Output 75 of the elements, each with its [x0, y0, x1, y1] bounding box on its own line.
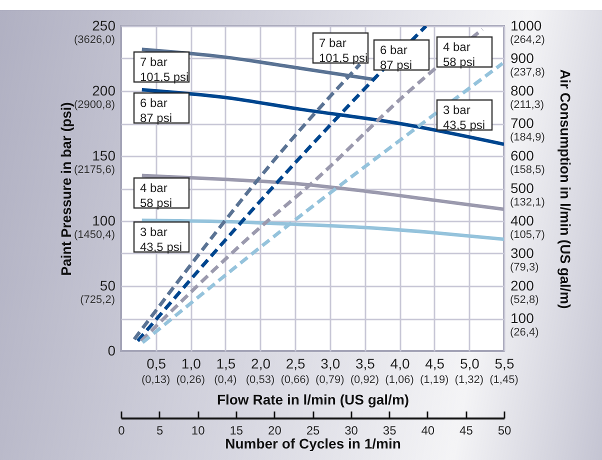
y-tick-label: 100 [92, 212, 116, 228]
x-tick-label: 5,0 [460, 356, 480, 372]
text: (184,9) [510, 132, 545, 144]
y-tick-label: 50 [100, 278, 116, 294]
annotation: 7 bar 101,5 psi [319, 36, 368, 65]
x2-tick-label: 35 [382, 424, 397, 438]
x2-tick-label: 5 [156, 424, 164, 438]
x-tick-label: 3,0 [320, 356, 340, 372]
text: (2175,6) [74, 164, 115, 176]
x2-tick-label: 25 [306, 424, 320, 438]
text: (1,45) [490, 374, 518, 386]
y-tick-label: 150 [92, 148, 116, 164]
text: (3626,0) [74, 34, 115, 46]
x-axis-title: Flow Rate in l/min (US gal/m) [216, 392, 410, 408]
text: (52,8) [510, 294, 539, 306]
x2-tick-label: 10 [191, 424, 206, 438]
annotation: 4 bar 58 psi [140, 181, 172, 210]
text: (0,79) [316, 374, 344, 386]
x-tick-label: 0,5 [146, 356, 166, 372]
y2-tick-label: 100 [510, 310, 534, 326]
annotation: 3 bar 43,5 psi [443, 103, 486, 132]
x-tick-label: 2,0 [251, 356, 271, 372]
text: (1,19) [420, 374, 449, 386]
text: (105,7) [510, 229, 545, 241]
text: (211,3) [510, 99, 544, 111]
x-tick-label: 2,5 [286, 356, 306, 372]
x2-tick-label: 0 [118, 424, 126, 438]
y2-tick-label: 600 [510, 148, 534, 164]
text: (1450,4) [74, 229, 115, 241]
y2-tick-label: 1000 [510, 18, 542, 34]
text: (1,06) [385, 374, 414, 386]
annotation: 7 bar 101,5 psi [140, 55, 189, 84]
text: (158,5) [510, 164, 545, 176]
annotation: 6 bar 87 psi [380, 43, 412, 72]
y2-axis-title: Air Consumption in l/min (US gal/m) [558, 69, 574, 309]
x2-tick-label: 30 [344, 424, 358, 438]
text: (725,2) [80, 294, 115, 306]
y2-tick-label: 500 [510, 180, 534, 196]
text: (132,1) [510, 196, 545, 208]
annotation: 6 bar 87 psi [140, 96, 172, 125]
text: (1,32) [454, 374, 484, 386]
text: (0,53) [246, 374, 275, 386]
y2-tick-label: 400 [510, 212, 534, 228]
x-tick-label: 5,5 [494, 356, 514, 372]
text: (2900,8) [74, 99, 115, 111]
annotation: 3 bar 43,5 psi [140, 225, 182, 254]
y2-tick-label: 800 [510, 82, 534, 98]
annotation: 4 bar 58 psi [443, 40, 476, 69]
text: (0,26) [176, 374, 206, 386]
x-tick-label: 1,5 [216, 356, 236, 372]
x2-tick-label: 15 [230, 424, 244, 438]
text: (0,13) [141, 374, 170, 386]
x-tick-label: 3,5 [355, 356, 376, 372]
y2-tick-label: 900 [510, 50, 534, 66]
x2-tick-label: 45 [460, 424, 474, 438]
y-tick-label: 200 [92, 82, 116, 98]
x2-tick-label: 50 [498, 424, 512, 438]
y2-tick-label: 200 [510, 278, 534, 294]
y-tick-label: 0 [108, 342, 116, 358]
y2-tick-label: 700 [510, 115, 534, 131]
x-tick-label: 4,0 [390, 356, 410, 372]
x-tick-label: 1,0 [181, 356, 202, 372]
text: (264,2) [510, 34, 545, 46]
text: (237,8) [510, 66, 545, 78]
text: (0,4) [214, 374, 237, 386]
text: (0,66) [280, 374, 310, 386]
text: (0,92) [350, 374, 380, 386]
text: (79,3) [510, 262, 539, 274]
x2-tick-label: 20 [268, 424, 282, 438]
y2-tick-label: 300 [510, 245, 534, 261]
y-tick-label: 250 [92, 18, 116, 34]
y-axis-title: Paint Pressure in bar (psi) [58, 102, 74, 276]
x2-tick-label: 40 [421, 424, 435, 438]
text: (26,4) [510, 326, 539, 338]
x-tick-label: 4,5 [425, 356, 445, 372]
